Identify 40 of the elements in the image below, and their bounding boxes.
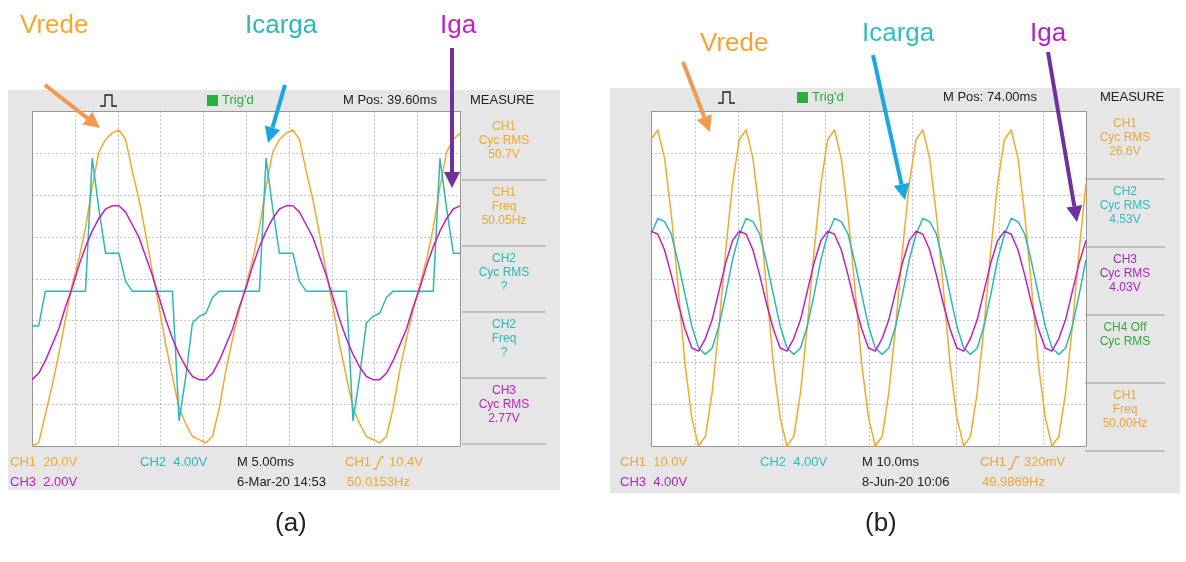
text: M Pos: 74.00ms [943,89,1037,105]
text: Iga [440,9,477,39]
text: Icarga [245,9,318,39]
text: (a) [275,507,307,537]
text: Vrede [20,9,89,39]
text: M 5.00ms [237,454,295,470]
text: CH1 [980,454,1007,470]
text: 10.4V [389,454,423,470]
text: CH4 Off Cyc RMS [1098,319,1152,350]
text: CH1 20.0V [10,454,78,470]
text: CH1 Cyc RMS 26.6V [1098,115,1152,160]
text: Trig'd [222,92,254,108]
text: Icarga [862,17,935,47]
text: 320mV [1024,454,1066,470]
text: (b) [865,507,897,537]
text: CH1 Freq 50.00Hz [1101,387,1149,432]
text: MEASURE [470,92,535,108]
text: CH1 [345,454,372,470]
text: 50.0153Hz [347,474,410,490]
text: M 10.0ms [862,454,920,470]
text: CH2 4.00V [760,454,828,470]
text: CH3 4.00V [620,474,688,490]
text: M Pos: 39.60ms [343,92,437,108]
text: CH3 Cyc RMS 2.77V [477,382,531,427]
text: CH2 4.00V [140,454,208,470]
text: CH2 Freq ? [490,316,518,361]
text: Iga [1030,17,1067,47]
text: CH1 Cyc RMS 50.7V [477,118,531,163]
text: CH3 Cyc RMS 4.03V [1098,251,1152,296]
text: CH1 Freq 50.05Hz [480,184,528,229]
text: MEASURE [1100,89,1165,105]
text: CH2 Cyc RMS 4.53V [1098,183,1152,228]
text: 6-Mar-20 14:53 [237,474,326,490]
text: CH1 10.0V [620,454,688,470]
text: CH2 Cyc RMS ? [477,250,531,295]
text: Vrede [700,27,769,57]
text: Trig'd [812,89,844,105]
text: CH3 2.00V [10,474,78,490]
text: 8-Jun-20 10:06 [862,474,950,490]
text: 49.9869Hz [982,474,1045,490]
